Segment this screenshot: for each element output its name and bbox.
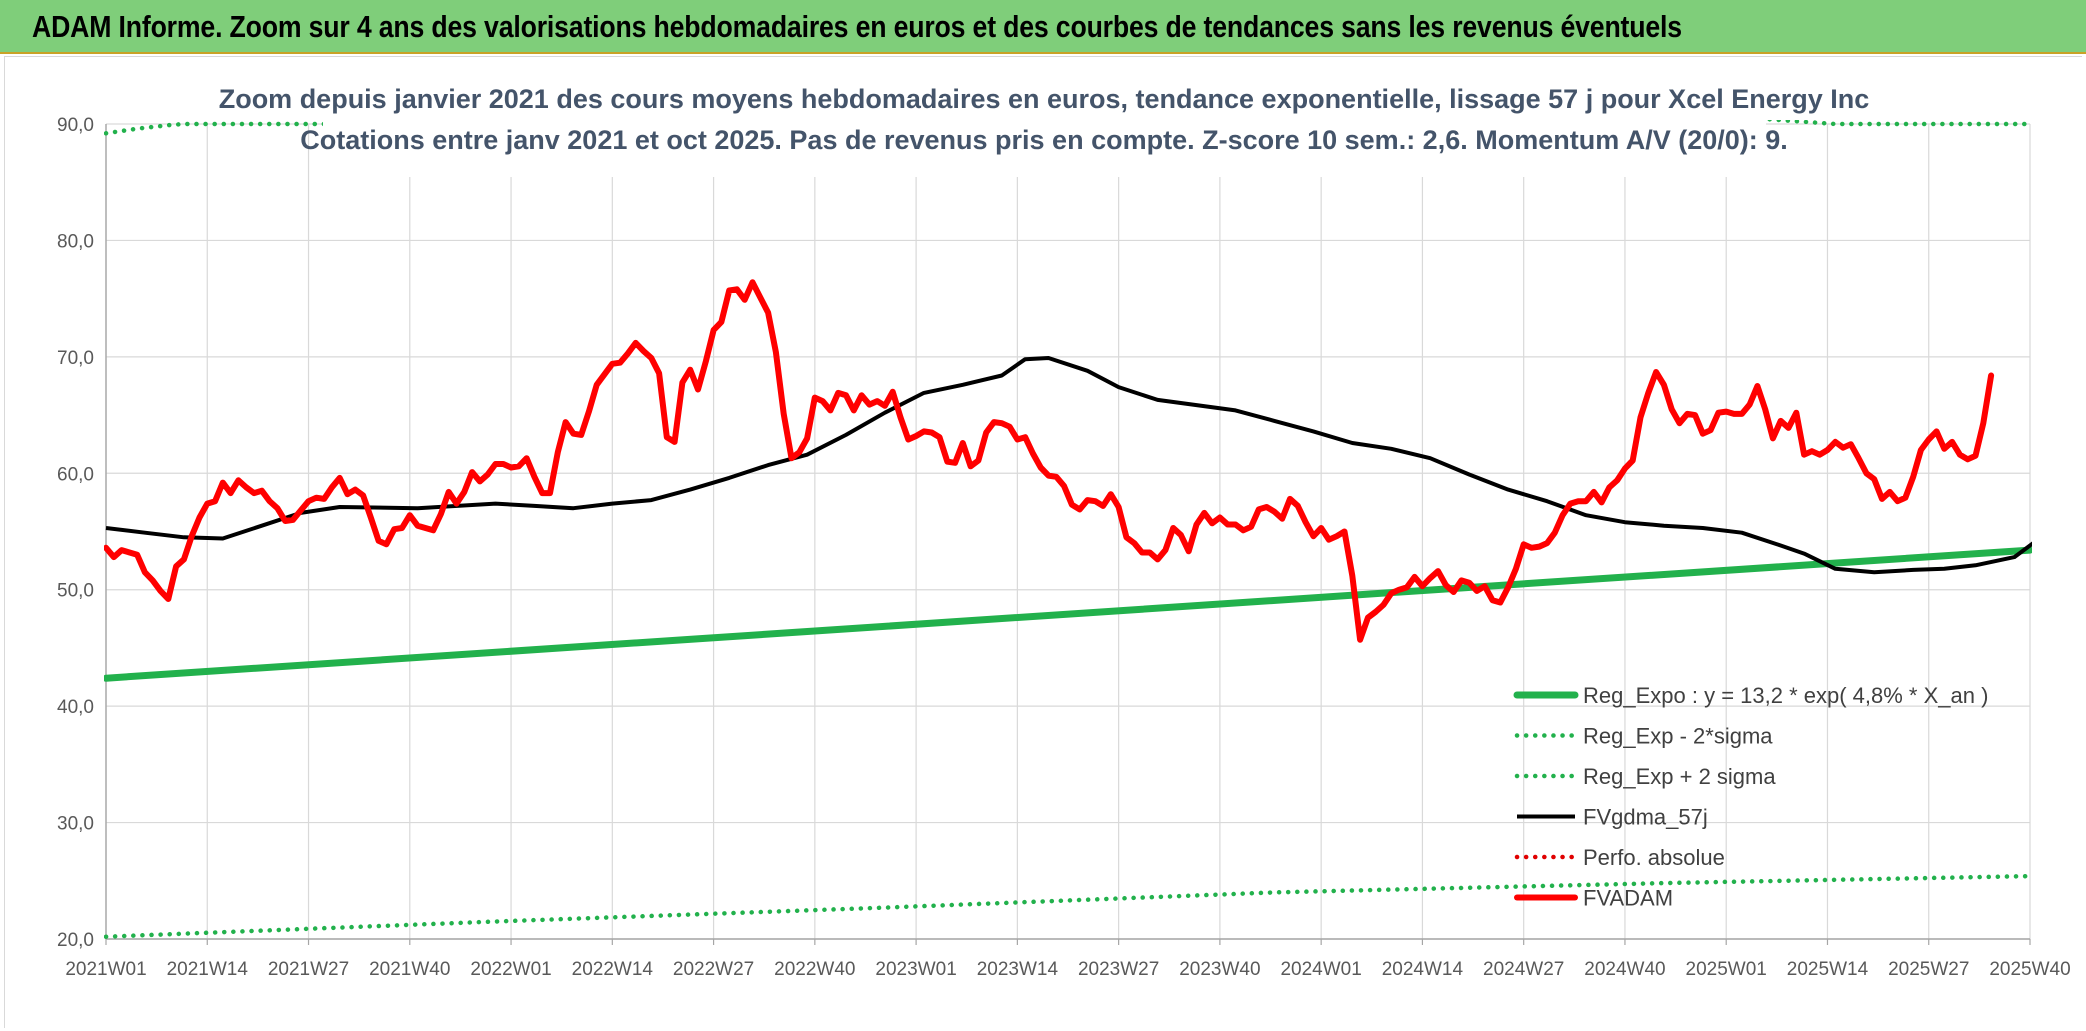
series-line-1: [104, 873, 2032, 939]
axes: 20,0 30,0 40,0 50,0 60,0 70,0 80,0 90,0 2021W01 2…: [57, 115, 2071, 980]
x-tick-label: 2025W40: [1989, 959, 2070, 980]
x-tick-label: 2025W14: [1787, 959, 1869, 980]
x-tick-label: 2025W27: [1888, 959, 1969, 980]
x-tick-label: 2021W40: [369, 959, 450, 980]
plot-background: [5, 57, 2083, 1029]
title-area-mask: [323, 120, 1766, 177]
chart-titles: Zoom depuis janvier 2021 des cours moyen…: [219, 84, 1870, 155]
x-tick-label: 2021W14: [167, 959, 249, 980]
x-tick-label: 2024W01: [1280, 959, 1361, 980]
x-tick-label: 2022W27: [673, 959, 754, 980]
series-line-3: [105, 356, 2032, 575]
chart-subtitle: Cotations entre janv 2021 et oct 2025. P…: [300, 125, 1788, 155]
chart-title: Zoom depuis janvier 2021 des cours moyen…: [219, 84, 1870, 114]
x-tick-label: 2023W27: [1078, 959, 1159, 980]
y-tick-label: 60,0: [57, 464, 94, 485]
y-tick-label: 30,0: [57, 814, 94, 835]
legend-label-3: FVgdma_57j: [1583, 805, 1708, 830]
x-tick-label: 2022W40: [774, 959, 855, 980]
x-tick-label: 2024W14: [1382, 959, 1464, 980]
series-line-5: [104, 279, 1995, 643]
y-tick-label: 80,0: [57, 231, 94, 252]
x-tick-label: 2024W40: [1584, 959, 1665, 980]
y-tick-label: 70,0: [57, 348, 94, 369]
legend-label-5: FVADAM: [1583, 886, 1673, 911]
x-tick-label: 2021W01: [65, 959, 146, 980]
x-tick-label: 2023W14: [977, 959, 1059, 980]
x-tick-label: 2023W01: [875, 959, 956, 980]
y-tick-label: 20,0: [57, 930, 94, 951]
legend-label-1: Reg_Exp - 2*sigma: [1583, 724, 1773, 749]
series-line-0: [104, 546, 2032, 682]
x-tick-label: 2021W27: [268, 959, 349, 980]
legend-label-0: Reg_Expo : y = 13,2 * exp( 4,8% * X_an ): [1583, 683, 1988, 708]
line-chart: 20,0 30,0 40,0 50,0 60,0 70,0 80,0 90,0 2021W01 2…: [5, 57, 2083, 1029]
report-title: ADAM Informe. Zoom sur 4 ans des valoris…: [32, 9, 1682, 44]
report-banner: ADAM Informe. Zoom sur 4 ans des valoris…: [0, 0, 2086, 54]
x-tick-label: 2022W01: [470, 959, 551, 980]
x-tick-label: 2024W27: [1483, 959, 1564, 980]
y-tick-label: 40,0: [57, 697, 94, 718]
legend-label-2: Reg_Exp + 2 sigma: [1583, 764, 1776, 789]
chart-frame: 20,0 30,0 40,0 50,0 60,0 70,0 80,0 90,0 2021W01 2…: [4, 56, 2083, 1029]
series-group: [104, 120, 2032, 939]
y-tick-label: 50,0: [57, 581, 94, 602]
x-tick-label: 2023W40: [1179, 959, 1260, 980]
x-tick-label: 2025W01: [1686, 959, 1767, 980]
legend-label-4: Perfo. absolue: [1583, 845, 1725, 870]
legend: Reg_Expo : y = 13,2 * exp( 4,8% * X_an )…: [1513, 683, 1988, 911]
y-tick-label: 90,0: [57, 115, 94, 136]
x-tick-label: 2022W14: [572, 959, 654, 980]
